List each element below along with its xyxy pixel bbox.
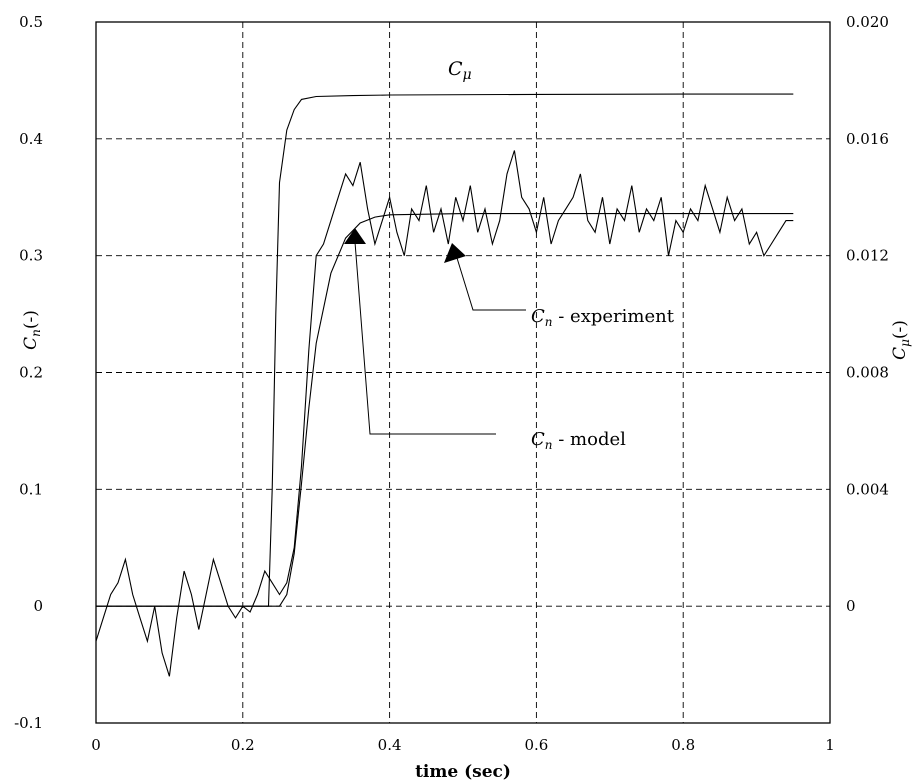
annotations: Cμ Cn - experiment Cn - model [344,58,675,452]
y-tick-label-right: 0.008 [846,364,889,382]
series-line-c-n-experiment [95,150,794,677]
y-tick-label-right: 0.020 [846,13,889,31]
x-tick-label: 0.2 [231,736,255,754]
x-tick-label: 0.4 [378,736,402,754]
model-annotation: Cn - model [531,429,626,452]
series-line-c-mu [96,93,794,607]
model-arrowhead [344,228,366,244]
grid-lines [96,22,830,723]
y-tick-label-left: 0.4 [19,130,43,148]
x-tick-label: 0 [91,736,101,754]
y-tick-label-left: 0.1 [19,480,43,498]
y-tick-label-left: 0 [33,597,43,615]
x-tick-label: 1 [825,736,835,754]
y-axis-label-right: Cμ(-) [890,320,912,360]
experiment-leader-line [456,257,526,311]
x-axis-label: time (sec) [415,762,511,782]
y-tick-label-left: 0.3 [19,247,43,265]
plot-frame [95,21,831,724]
x-tick-label: 0.6 [524,736,548,754]
y-tick-label-left: 0.2 [19,364,43,382]
series [95,93,794,677]
experiment-annotation: Cn - experiment [531,306,675,329]
y-tick-label-right: 0.016 [846,130,889,148]
y-tick-label-right: 0 [846,597,856,615]
y-axis-label-left: Cn(-) [21,310,43,350]
series-line-c-n-model [96,213,794,607]
cmu-annotation: Cμ [448,58,472,83]
model-leader-line [354,241,496,435]
x-tick-label: 0.8 [671,736,695,754]
y-tick-label-right: 0.004 [846,480,889,498]
y-tick-label-left: -0.1 [14,714,43,732]
tick-labels: 0 0.2 0.4 0.6 0.8 1 -0.1 0 0.1 0.2 0.3 0.4 0.5 0 0.004… [14,13,889,754]
y-tick-label-right: 0.012 [846,247,889,265]
y-tick-label-left: 0.5 [19,13,43,31]
experiment-arrowhead [444,243,466,263]
